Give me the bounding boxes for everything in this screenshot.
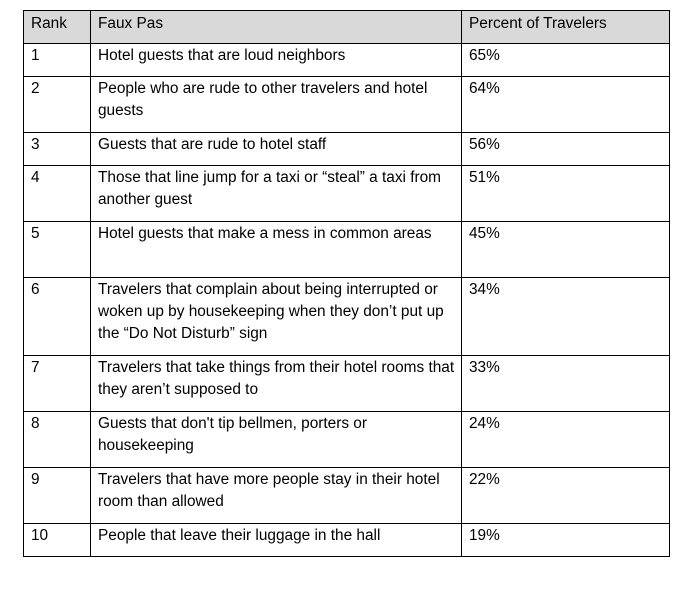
percent-cell: 65% xyxy=(461,43,670,77)
table-row: 4 Those that line jump for a taxi or “st… xyxy=(23,165,670,222)
percent-cell: 64% xyxy=(461,76,670,133)
rank-cell: 4 xyxy=(23,165,91,222)
table-row: 10 People that leave their luggage in th… xyxy=(23,523,670,557)
table-body: 1 Hotel guests that are loud neighbors 6… xyxy=(23,43,670,557)
table-row: 7 Travelers that take things from their … xyxy=(23,355,670,412)
table-row: 6 Travelers that complain about being in… xyxy=(23,277,670,356)
percent-cell: 51% xyxy=(461,165,670,222)
faux-pas-cell: People who are rude to other travelers a… xyxy=(90,76,462,133)
rank-cell: 8 xyxy=(23,411,91,468)
rank-cell: 2 xyxy=(23,76,91,133)
faux-pas-cell: Guests that don't tip bellmen, porters o… xyxy=(90,411,462,468)
table-row: 2 People who are rude to other travelers… xyxy=(23,76,670,133)
percent-cell: 56% xyxy=(461,132,670,166)
percent-cell: 22% xyxy=(461,467,670,524)
table-row: 5 Hotel guests that make a mess in commo… xyxy=(23,221,670,278)
rank-cell: 10 xyxy=(23,523,91,557)
faux-pas-cell: Those that line jump for a taxi or “stea… xyxy=(90,165,462,222)
percent-cell: 19% xyxy=(461,523,670,557)
percent-cell: 33% xyxy=(461,355,670,412)
table-header: Rank Faux Pas Percent of Travelers xyxy=(23,10,670,44)
rank-cell: 7 xyxy=(23,355,91,412)
header-row: Rank Faux Pas Percent of Travelers xyxy=(23,10,670,44)
rank-cell: 1 xyxy=(23,43,91,77)
faux-pas-cell: Travelers that complain about being inte… xyxy=(90,277,462,356)
table-row: 3 Guests that are rude to hotel staff 56… xyxy=(23,132,670,166)
header-rank: Rank xyxy=(23,10,91,44)
faux-pas-table: Rank Faux Pas Percent of Travelers 1 Hot… xyxy=(23,10,670,557)
table-row: 1 Hotel guests that are loud neighbors 6… xyxy=(23,43,670,77)
percent-cell: 24% xyxy=(461,411,670,468)
header-percent: Percent of Travelers xyxy=(461,10,670,44)
rank-cell: 6 xyxy=(23,277,91,356)
table-row: 9 Travelers that have more people stay i… xyxy=(23,467,670,524)
faux-pas-cell: Travelers that take things from their ho… xyxy=(90,355,462,412)
rank-cell: 9 xyxy=(23,467,91,524)
faux-pas-cell: Travelers that have more people stay in … xyxy=(90,467,462,524)
faux-pas-cell: Hotel guests that are loud neighbors xyxy=(90,43,462,77)
rank-cell: 5 xyxy=(23,221,91,278)
faux-pas-cell: Guests that are rude to hotel staff xyxy=(90,132,462,166)
faux-pas-cell: People that leave their luggage in the h… xyxy=(90,523,462,557)
rank-cell: 3 xyxy=(23,132,91,166)
header-faux-pas: Faux Pas xyxy=(90,10,462,44)
faux-pas-cell: Hotel guests that make a mess in common … xyxy=(90,221,462,278)
table-row: 8 Guests that don't tip bellmen, porters… xyxy=(23,411,670,468)
percent-cell: 34% xyxy=(461,277,670,356)
percent-cell: 45% xyxy=(461,221,670,278)
